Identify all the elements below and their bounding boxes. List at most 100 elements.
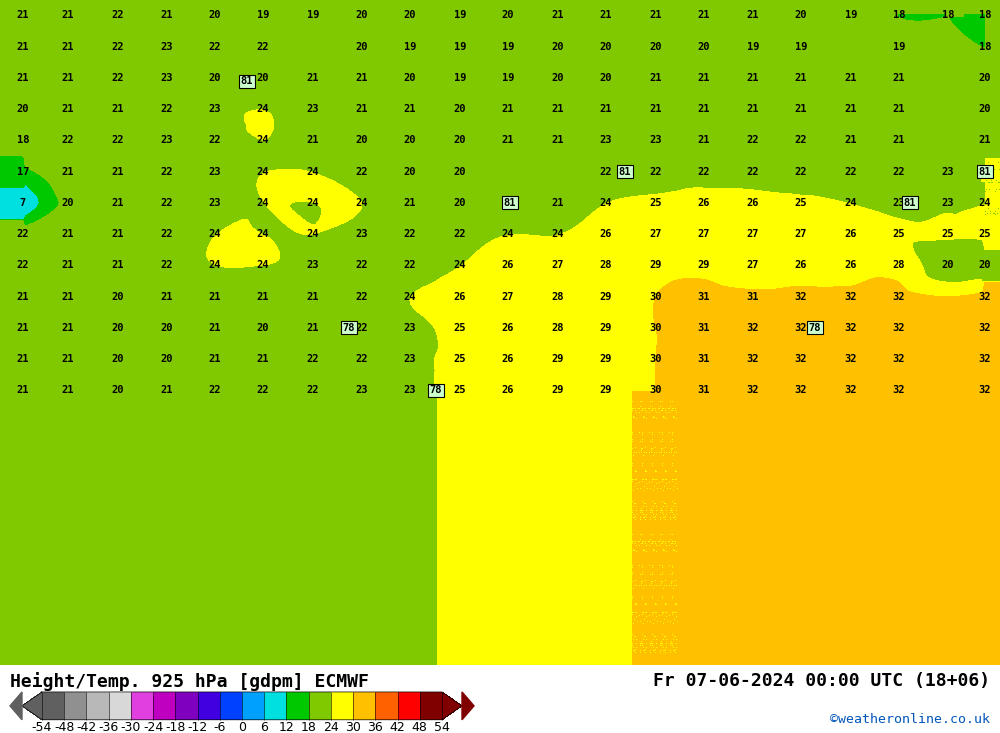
Text: 21: 21: [161, 292, 173, 301]
Text: 24: 24: [257, 198, 269, 207]
Text: 32: 32: [845, 323, 857, 333]
Text: 24: 24: [257, 229, 269, 239]
Text: 32: 32: [795, 354, 807, 364]
Text: 19: 19: [454, 73, 466, 83]
Text: 22: 22: [356, 166, 368, 177]
Text: 21: 21: [17, 292, 29, 301]
Text: 20: 20: [454, 136, 466, 145]
Text: 21: 21: [62, 323, 74, 333]
Text: 20: 20: [161, 354, 173, 364]
Text: 19: 19: [404, 42, 416, 51]
Text: 23: 23: [404, 323, 416, 333]
Text: 20: 20: [454, 166, 466, 177]
Text: 20: 20: [161, 323, 173, 333]
Text: 23: 23: [942, 198, 954, 207]
Text: 22: 22: [257, 42, 269, 51]
Text: 28: 28: [893, 260, 905, 270]
Text: 21: 21: [845, 136, 857, 145]
Text: 21: 21: [307, 136, 319, 145]
Text: 21: 21: [112, 166, 124, 177]
Text: 20: 20: [112, 386, 124, 395]
Text: 20: 20: [600, 73, 612, 83]
Text: 21: 21: [62, 260, 74, 270]
Text: 20: 20: [502, 198, 514, 207]
Text: 24: 24: [257, 104, 269, 114]
Text: 25: 25: [795, 198, 807, 207]
Text: Height/Temp. 925 hPa [gdpm] ECMWF: Height/Temp. 925 hPa [gdpm] ECMWF: [10, 671, 369, 690]
Text: 21: 21: [698, 10, 710, 21]
Text: 28: 28: [552, 323, 564, 333]
Text: 22: 22: [161, 198, 173, 207]
Text: 30: 30: [650, 354, 662, 364]
Text: 21: 21: [62, 354, 74, 364]
Text: 21: 21: [209, 292, 221, 301]
Text: 22: 22: [404, 229, 416, 239]
Text: 21: 21: [307, 323, 319, 333]
Text: 21: 21: [552, 104, 564, 114]
Text: 22: 22: [795, 136, 807, 145]
Text: 21: 21: [698, 104, 710, 114]
Text: 22: 22: [356, 260, 368, 270]
Text: 32: 32: [845, 354, 857, 364]
Text: 20: 20: [979, 260, 991, 270]
Text: 21: 21: [356, 104, 368, 114]
Text: 21: 21: [62, 42, 74, 51]
Text: 22: 22: [17, 260, 29, 270]
Text: 20: 20: [552, 73, 564, 83]
Text: 24: 24: [356, 198, 368, 207]
Text: 24: 24: [257, 136, 269, 145]
Text: 20: 20: [650, 42, 662, 51]
Text: 22: 22: [161, 229, 173, 239]
Text: 20: 20: [454, 104, 466, 114]
Text: 81: 81: [904, 198, 916, 207]
Text: 23: 23: [356, 386, 368, 395]
Text: 20: 20: [112, 292, 124, 301]
Text: 22: 22: [795, 166, 807, 177]
Text: 24: 24: [454, 260, 466, 270]
Text: 23: 23: [942, 166, 954, 177]
Text: 26: 26: [502, 354, 514, 364]
Text: 24: 24: [845, 198, 857, 207]
Text: 24: 24: [979, 198, 991, 207]
Text: 29: 29: [600, 292, 612, 301]
Text: 22: 22: [698, 166, 710, 177]
Text: 24: 24: [307, 166, 319, 177]
Text: 32: 32: [845, 292, 857, 301]
Text: 20: 20: [209, 73, 221, 83]
Text: 21: 21: [650, 73, 662, 83]
Text: 31: 31: [698, 386, 710, 395]
Text: 32: 32: [893, 354, 905, 364]
Text: 21: 21: [307, 292, 319, 301]
Text: 22: 22: [893, 166, 905, 177]
Text: 20: 20: [257, 73, 269, 83]
Text: 22: 22: [17, 229, 29, 239]
Text: 22: 22: [161, 260, 173, 270]
Text: 21: 21: [209, 354, 221, 364]
Text: 22: 22: [404, 260, 416, 270]
Text: ©weatheronline.co.uk: ©weatheronline.co.uk: [830, 713, 990, 726]
Text: 20: 20: [356, 10, 368, 21]
Text: 29: 29: [552, 386, 564, 395]
Text: 19: 19: [257, 10, 269, 21]
Text: 20: 20: [62, 198, 74, 207]
Text: 21: 21: [502, 136, 514, 145]
Text: 19: 19: [502, 42, 514, 51]
Text: 24: 24: [979, 166, 991, 177]
Text: 31: 31: [698, 292, 710, 301]
Text: 19: 19: [307, 10, 319, 21]
Text: 26: 26: [845, 229, 857, 239]
Text: 32: 32: [795, 386, 807, 395]
Text: Fr 07-06-2024 00:00 UTC (18+06): Fr 07-06-2024 00:00 UTC (18+06): [653, 671, 990, 690]
Text: 27: 27: [747, 260, 759, 270]
Text: 22: 22: [62, 136, 74, 145]
Text: 32: 32: [845, 386, 857, 395]
Text: 21: 21: [795, 73, 807, 83]
Text: 31: 31: [698, 323, 710, 333]
Text: 26: 26: [454, 292, 466, 301]
Text: 32: 32: [893, 386, 905, 395]
Text: 32: 32: [979, 354, 991, 364]
Text: 7: 7: [20, 198, 26, 207]
Text: 26: 26: [600, 229, 612, 239]
Text: 32: 32: [795, 292, 807, 301]
Text: 20: 20: [502, 10, 514, 21]
